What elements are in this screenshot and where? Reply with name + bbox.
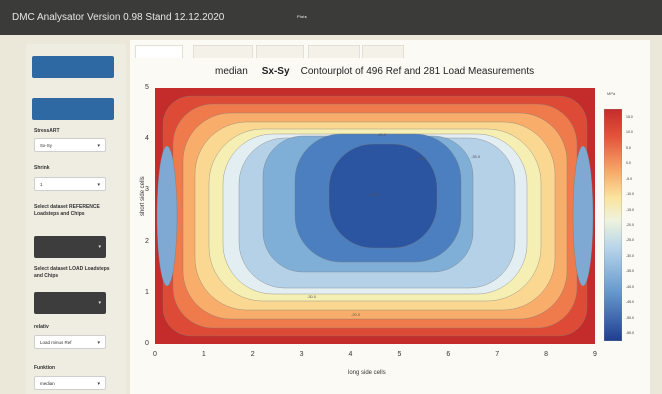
contour-label: -20.0 bbox=[351, 312, 361, 317]
tab-4[interactable] bbox=[308, 45, 360, 58]
contour-label: -45.0 bbox=[417, 156, 427, 161]
plot-title-function: median bbox=[215, 66, 248, 77]
plot-button[interactable] bbox=[32, 98, 114, 120]
plot-title-stress: Sx-Sy bbox=[261, 66, 290, 77]
colorbar-tick-label: 10.0 bbox=[626, 130, 633, 135]
x-tick-label: 2 bbox=[250, 351, 255, 358]
colorbar-tick-label: -5.0 bbox=[626, 176, 633, 181]
colorbar-tick-label: -40.0 bbox=[626, 284, 634, 289]
stress-select[interactable]: Sx-Sy ▾ bbox=[34, 138, 106, 152]
x-tick-label: 9 bbox=[593, 351, 597, 358]
contour-label: -50.0 bbox=[369, 192, 379, 197]
stress-value: Sx-Sy bbox=[40, 143, 53, 148]
caret-down-icon: ▾ bbox=[98, 244, 101, 250]
top-navbar: DMC Analysator Version 0.98 Stand 12.12.… bbox=[0, 0, 662, 35]
tab-1[interactable] bbox=[135, 45, 183, 58]
colorbar-tick-label: -55.0 bbox=[626, 331, 634, 336]
colorbar bbox=[604, 109, 622, 341]
colorbar-tick-label: -10.0 bbox=[626, 192, 634, 197]
x-tick-label: 1 bbox=[201, 351, 206, 358]
y-tick-label: 0 bbox=[145, 340, 149, 347]
caret-down-icon: ▾ bbox=[97, 182, 100, 188]
plot-title: median Sx-Sy Contourplot of 496 Ref and … bbox=[215, 66, 534, 77]
ref-dataset-label: Select dataset REFERENCE Loadsteps and C… bbox=[34, 204, 100, 217]
x-tick-label: 0 bbox=[153, 351, 157, 358]
colorbar-tick-label: -20.0 bbox=[626, 223, 634, 227]
colorbar-tick-label: -45.0 bbox=[626, 300, 634, 305]
colorbar-tick-label: -25.0 bbox=[626, 238, 634, 243]
y-tick-label: 1 bbox=[145, 288, 149, 296]
y-tick-label: 2 bbox=[145, 237, 149, 245]
nav-item-plots[interactable]: Plots bbox=[297, 14, 307, 19]
app-title: DMC Analysator Version 0.98 Stand 12.12.… bbox=[12, 12, 225, 23]
load-dataset-select[interactable]: ▾ bbox=[34, 292, 106, 314]
y-tick-label: 4 bbox=[145, 135, 149, 143]
x-tick-label: 6 bbox=[446, 351, 451, 358]
contour-label: -40.0 bbox=[377, 132, 387, 137]
caret-down-icon: ▾ bbox=[97, 143, 100, 149]
contour-band bbox=[328, 143, 438, 249]
x-tick-label: 7 bbox=[495, 351, 500, 358]
colorbar-tick-label: 5.0 bbox=[626, 145, 631, 150]
relativ-select[interactable]: Load minus Ref ▾ bbox=[34, 335, 106, 349]
funktion-select[interactable]: median ▾ bbox=[34, 376, 106, 390]
x-tick-label: 8 bbox=[544, 351, 549, 358]
x-axis-title: long side cells bbox=[348, 370, 386, 376]
tab-2[interactable] bbox=[193, 45, 253, 58]
contour-band bbox=[156, 145, 178, 287]
shrink-select[interactable]: 1 ▾ bbox=[34, 177, 106, 191]
x-tick-label: 4 bbox=[348, 351, 353, 358]
sidebar: StressART Sx-Sy ▾ Shrink 1 ▾ Select datase… bbox=[26, 44, 126, 394]
colorbar-tick-label: -35.0 bbox=[626, 269, 634, 274]
x-tick-label: 5 bbox=[397, 351, 402, 358]
y-axis-title: short side cells bbox=[140, 176, 146, 216]
caret-down-icon: ▾ bbox=[97, 381, 100, 387]
y-tick-label: 5 bbox=[145, 84, 149, 91]
colorbar-tick-label: -50.0 bbox=[626, 315, 634, 320]
shrink-value: 1 bbox=[40, 182, 43, 187]
caret-down-icon: ▾ bbox=[97, 340, 100, 346]
y-tick-label: 3 bbox=[145, 186, 149, 194]
colorbar-title: MPa bbox=[607, 91, 616, 96]
tab-3[interactable] bbox=[256, 45, 304, 58]
ref-dataset-select[interactable]: ▾ bbox=[34, 236, 106, 258]
colorbar-tick-label: -30.0 bbox=[626, 253, 634, 258]
funktion-label: Funktion bbox=[34, 365, 56, 371]
contour-label: -30.0 bbox=[307, 294, 317, 299]
shrink-label: Shrink bbox=[34, 165, 50, 171]
relativ-label: relativ bbox=[34, 324, 49, 330]
colorbar-tick-label: 0.0 bbox=[626, 161, 631, 166]
contour-label: -35.0 bbox=[471, 154, 481, 159]
funktion-value: median bbox=[40, 381, 55, 386]
load-data-button[interactable] bbox=[32, 56, 114, 78]
colorbar-tick-label: -15.0 bbox=[626, 207, 634, 212]
colorbar-tick-label: 15.0 bbox=[626, 114, 633, 119]
contour-band bbox=[572, 145, 594, 287]
load-dataset-label: Select dataset LOAD Loadsteps and Chips bbox=[34, 266, 110, 279]
relativ-value: Load minus Ref bbox=[40, 340, 72, 345]
caret-down-icon: ▾ bbox=[98, 300, 101, 306]
x-tick-label: 3 bbox=[299, 351, 304, 358]
stress-label: StressART bbox=[34, 128, 60, 134]
tab-5[interactable] bbox=[362, 45, 404, 58]
contour-plot: -50.0 -45.0 -40.0 -35.0 -30.0 -20.0 bbox=[155, 88, 595, 344]
plot-title-rest: Contourplot of 496 Ref and 281 Load Meas… bbox=[300, 66, 535, 77]
